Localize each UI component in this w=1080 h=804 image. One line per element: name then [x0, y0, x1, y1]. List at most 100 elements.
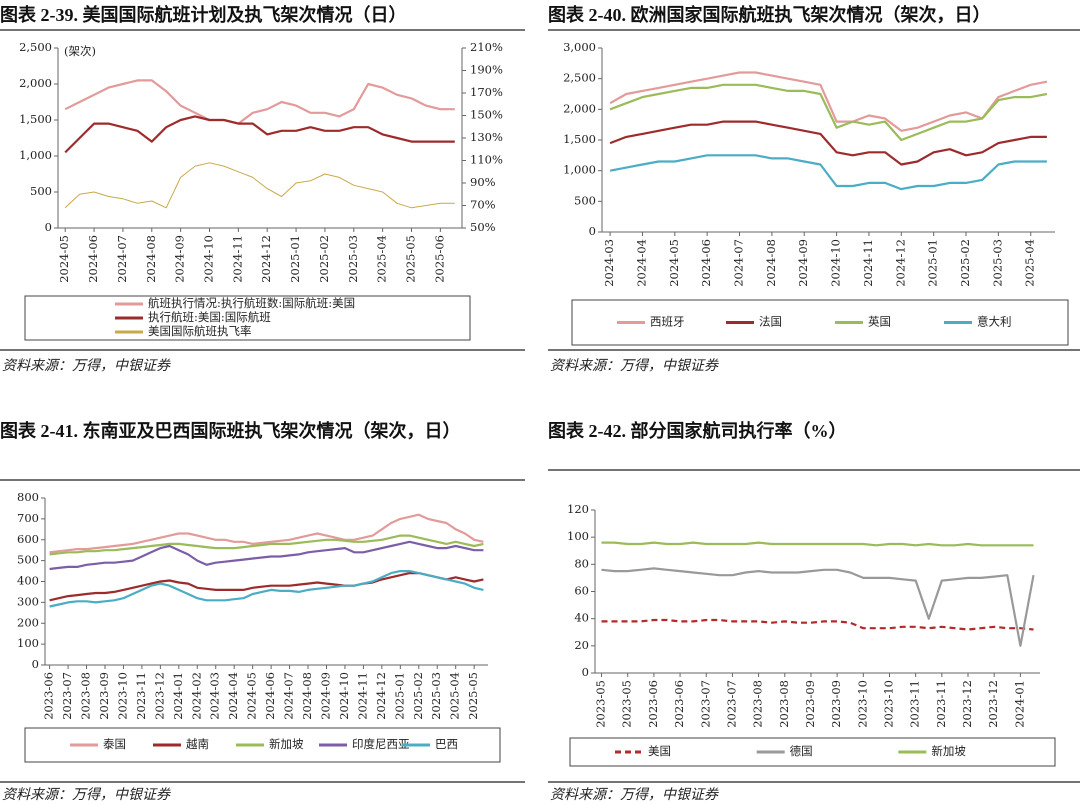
y-tick-label: 1,500	[563, 132, 596, 146]
x-tick-label: 2023-07	[60, 672, 74, 720]
series-line	[49, 570, 484, 608]
source-note: 资料来源：万得，中银证券	[550, 359, 718, 374]
x-tick-label: 2024-11	[355, 672, 369, 720]
series-line	[49, 540, 484, 571]
x-tick-label: 2023-12	[152, 672, 166, 720]
legend-box	[571, 299, 1069, 346]
x-tick-label: 2025-05	[466, 672, 480, 720]
legend-label: 法国	[759, 315, 782, 329]
x-tick-label: 2024-09	[173, 235, 187, 283]
x-tick-label: 2023-11	[908, 680, 922, 728]
x-tick-label: 2024-01	[171, 672, 185, 720]
series-line	[64, 115, 455, 154]
x-tick-label: 2024-08	[764, 239, 778, 287]
y-tick-label: 0	[32, 657, 39, 671]
legend-label: 巴西	[435, 737, 458, 751]
y2-tick-label: 150%	[470, 108, 503, 122]
x-tick-label: 2023-08	[79, 672, 93, 720]
x-tick-label: 2025-03	[346, 235, 360, 283]
x-tick-label: 2023-09	[829, 680, 843, 728]
x-tick-label: 2024-04	[226, 672, 240, 720]
y2-tick-label: 170%	[470, 85, 503, 99]
x-tick-label: 2024-10	[829, 239, 843, 287]
x-tick-label: 2025-04	[375, 235, 389, 283]
series-line	[609, 154, 1047, 191]
series-line	[601, 567, 1035, 647]
chart-title: 图表 2-39. 美国国际航班计划及执飞架次情况（日）	[0, 5, 407, 25]
x-tick-label: 2025-03	[990, 239, 1004, 287]
x-tick-label: 2024-12	[259, 235, 273, 283]
x-tick-label: 2024-08	[300, 672, 314, 720]
y2-tick-label: 110%	[470, 153, 503, 167]
y-tick-label: 20	[574, 638, 589, 652]
x-tick-label: 2024-12	[374, 672, 388, 720]
x-tick-label: 2024-03	[602, 239, 616, 287]
x-tick-label: 2025-02	[411, 672, 425, 720]
x-tick-label: 2025-01	[926, 239, 940, 287]
legend-label: 新加坡	[931, 744, 966, 758]
x-tick-label: 2024-03	[208, 672, 222, 720]
x-tick-label: 2023-07	[698, 680, 712, 728]
legend-label: 美国	[648, 744, 671, 758]
y-tick-label: 0	[45, 220, 52, 234]
source-note: 资料来源：万得，中银证券	[2, 788, 170, 803]
y-tick-label: 0	[582, 665, 589, 679]
x-tick-label: 2024-09	[796, 239, 810, 287]
x-tick-label: 2023-08	[777, 680, 791, 728]
y-tick-label: 200	[17, 615, 39, 629]
legend-label: 意大利	[977, 315, 1012, 329]
chart-title: 图表 2-40. 欧洲国家国际航班执飞架次情况（架次，日）	[548, 5, 991, 25]
x-tick-label: 2024-06	[699, 239, 713, 287]
x-tick-label: 2023-09	[97, 672, 111, 720]
y-tick-label: 3,000	[563, 40, 596, 54]
legend-label: 西班牙	[650, 315, 685, 329]
x-tick-label: 2025-06	[432, 235, 446, 283]
y-tick-label: 800	[17, 490, 39, 504]
x-tick-label: 2025-04	[1023, 239, 1037, 287]
y-tick-label: 40	[574, 611, 589, 625]
x-tick-label: 2025-02	[317, 235, 331, 283]
chart-title: 图表 2-42. 部分国家航司执行率（%）	[548, 421, 847, 441]
x-tick-label: 2024-05	[57, 235, 71, 283]
x-tick-label: 2024-01	[1012, 680, 1026, 728]
x-tick-label: 2024-08	[144, 235, 158, 283]
x-tick-label: 2023-07	[724, 680, 738, 728]
y2-tick-label: 210%	[470, 40, 503, 54]
y-tick-label: 1,500	[19, 112, 52, 126]
x-tick-label: 2024-12	[893, 239, 907, 287]
series-line	[609, 120, 1047, 166]
x-tick-label: 2023-10	[855, 680, 869, 728]
y-tick-label: 120	[567, 502, 589, 516]
series-line	[601, 618, 1034, 631]
legend-label: 印度尼西亚	[352, 737, 410, 751]
y-tick-label: 300	[17, 594, 39, 608]
y-tick-label: 2,000	[19, 76, 52, 90]
y-tick-label: 2,500	[563, 71, 596, 85]
x-tick-label: 2025-01	[392, 672, 406, 720]
x-tick-label: 2024-06	[86, 235, 100, 283]
y-tick-label: 80	[574, 556, 589, 570]
legend-label: 泰国	[103, 737, 126, 751]
x-tick-label: 2024-05	[245, 672, 259, 720]
y-axis-label: (架次)	[64, 44, 96, 58]
x-tick-label: 2024-04	[634, 239, 648, 287]
x-tick-label: 2025-04	[448, 672, 462, 720]
x-tick-label: 2023-06	[646, 680, 660, 728]
y-tick-label: 500	[30, 184, 52, 198]
x-tick-label: 2023-06	[672, 680, 686, 728]
x-tick-label: 2023-10	[881, 680, 895, 728]
source-note: 资料来源：万得，中银证券	[2, 359, 170, 374]
legend-label: 德国	[790, 744, 813, 758]
x-tick-label: 2023-11	[134, 672, 148, 720]
series-line	[49, 513, 484, 554]
x-tick-label: 2025-02	[958, 239, 972, 287]
x-tick-label: 2024-07	[732, 239, 746, 287]
x-tick-label: 2023-11	[934, 680, 948, 728]
y2-tick-label: 190%	[470, 63, 503, 77]
y-tick-label: 0	[589, 224, 596, 238]
legend-label: 执行航班:美国:国际航班	[148, 310, 271, 324]
legend-label: 航班执行情况:执行航班数:国际航班:美国	[148, 296, 355, 310]
x-tick-label: 2023-09	[803, 680, 817, 728]
